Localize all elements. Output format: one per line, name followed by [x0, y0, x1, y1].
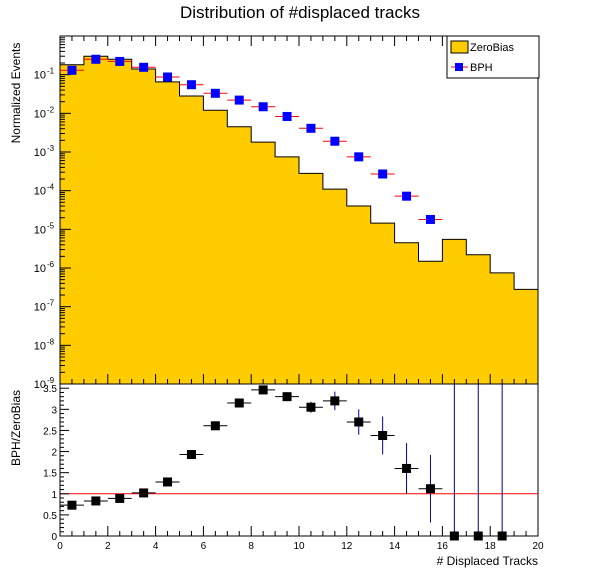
ratio-x-tick-label: 10: [293, 541, 305, 552]
ratio-y-tick-label: 1.5: [43, 469, 57, 480]
ratio-x-tick-label: 2: [105, 541, 111, 552]
top-y-tick-label: 10: [34, 379, 46, 391]
bph-marker: [330, 136, 340, 146]
ratio-x-tick-label: 20: [532, 541, 544, 552]
top-y-tick-exponent: -3: [47, 144, 55, 153]
bph-marker: [91, 54, 101, 64]
legend: ZeroBias BPH: [446, 35, 540, 79]
ratio-marker: [306, 402, 316, 412]
ratio-marker: [354, 417, 364, 427]
ratio-marker: [91, 496, 101, 506]
ratio-marker: [234, 398, 244, 408]
bph-marker: [258, 102, 268, 112]
ratio-marker: [378, 431, 388, 441]
ratio-marker: [258, 385, 268, 395]
top-y-tick-exponent: -6: [47, 260, 55, 269]
top-y-tick-label: 10: [34, 70, 46, 82]
bph-marker: [425, 214, 435, 224]
ratio-marker: [402, 463, 412, 473]
top-y-tick-label: 10: [34, 147, 46, 159]
top-y-tick-label: 10: [34, 340, 46, 352]
top-y-axis-label: Normalized Events: [9, 43, 23, 144]
top-y-tick-exponent: -1: [47, 67, 55, 76]
top-y-tick-exponent: -5: [47, 221, 55, 230]
ratio-plot-area: 0 0.5 1 1.5 2 2.5 3 3.5 0 2 4 6 8 10 12 14 16 18 20: [43, 383, 544, 552]
ratio-y-tick-label: 1: [51, 490, 57, 501]
ratio-x-tick-label: 6: [201, 541, 207, 552]
top-y-tick-exponent: -9: [47, 376, 55, 385]
legend-zerobias-swatch: [450, 40, 469, 54]
top-y-tick-label: 10: [34, 224, 46, 236]
ratio-marker: [282, 392, 292, 402]
bph-marker: [354, 152, 364, 162]
ratio-marker: [449, 531, 459, 541]
ratio-marker: [330, 396, 340, 406]
legend-bph-label: BPH: [470, 62, 493, 74]
chart-title: Distribution of #displaced tracks: [180, 3, 420, 22]
top-y-tick-exponent: -8: [47, 337, 55, 346]
zerobias-histogram: [59, 55, 539, 385]
ratio-marker: [163, 477, 173, 487]
ratio-marker: [497, 531, 507, 541]
top-y-tick-label: 10: [34, 302, 46, 314]
top-y-tick-label: 10: [34, 263, 46, 275]
ratio-marker: [186, 450, 196, 460]
bph-marker: [115, 56, 125, 66]
ratio-marker: [115, 493, 125, 503]
bph-marker: [282, 111, 292, 121]
ratio-x-tick-label: 16: [437, 541, 449, 552]
ratio-y-tick-label: 0: [51, 532, 57, 543]
ratio-marker: [425, 484, 435, 494]
top-y-tick-exponent: -4: [47, 183, 55, 192]
top-y-tick-label: 10: [34, 108, 46, 120]
bph-marker: [139, 62, 149, 72]
ratio-marker: [139, 488, 149, 498]
bph-marker: [378, 169, 388, 179]
legend-zerobias-label: ZeroBias: [470, 42, 515, 54]
ratio-x-tick-label: 12: [341, 541, 353, 552]
bph-marker: [186, 80, 196, 90]
ratio-x-tick-label: 8: [248, 541, 254, 552]
top-y-tick-exponent: -7: [47, 299, 55, 308]
ratio-x-tick-label: 4: [153, 541, 159, 552]
bottom-x-axis-label: # Displaced Tracks: [437, 554, 538, 568]
bph-marker: [67, 65, 77, 75]
ratio-x-tick-label: 0: [57, 541, 63, 552]
ratio-marker: [210, 421, 220, 431]
ratio-marker: [67, 500, 77, 510]
ratio-y-tick-label: 3.5: [43, 384, 57, 395]
ratio-x-tick-label: 18: [485, 541, 497, 552]
top-y-tick-label: 10: [34, 186, 46, 198]
bph-marker: [210, 88, 220, 98]
ratio-y-tick-label: 3: [51, 405, 57, 416]
bph-marker: [402, 191, 412, 201]
ratio-y-tick-label: 2: [51, 448, 57, 459]
ratio-marker: [473, 531, 483, 541]
bottom-y-axis-label: BPH/ZeroBias: [9, 390, 23, 466]
main-plot-area: 10-110-210-310-410-510-610-710-810-9: [34, 35, 539, 391]
ratio-y-tick-label: 0.5: [43, 511, 57, 522]
bph-marker: [163, 72, 173, 82]
legend-bph-marker: [455, 63, 463, 71]
top-y-tick-exponent: -2: [47, 105, 55, 114]
ratio-y-tick-label: 2.5: [43, 426, 57, 437]
bph-marker: [306, 123, 316, 133]
bph-marker: [234, 95, 244, 105]
ratio-x-tick-label: 14: [389, 541, 401, 552]
